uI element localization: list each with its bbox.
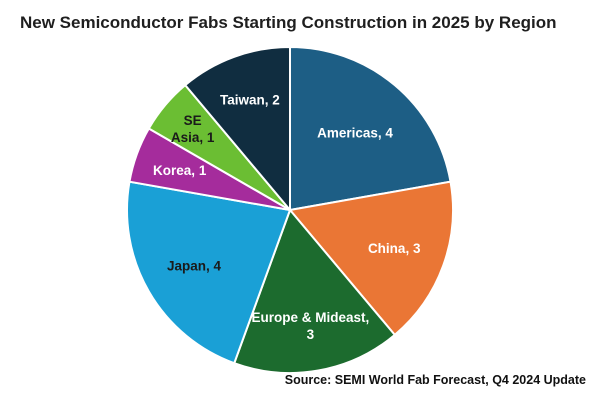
slice-label-americas: Americas, 4 [317, 126, 393, 141]
pie-slice-americas [289, 45, 452, 212]
slice-label-japan: Japan, 4 [167, 258, 222, 273]
slice-label-korea: Korea, 1 [153, 163, 207, 178]
source-note: Source: SEMI World Fab Forecast, Q4 2024… [284, 373, 586, 387]
slice-label-se-asia: SE Asia, 1 [171, 113, 215, 145]
slice-label-taiwan: Taiwan, 2 [220, 93, 280, 108]
pie-labels: Americas, 4 China, 3 Europe & Mideast, 3 Jap… [153, 93, 421, 342]
slice-label-europe-mideast: Europe & Mideast, 3 [252, 310, 370, 342]
pie-slice-europe-mideast [232, 208, 397, 374]
pie-slice-china [288, 180, 454, 337]
pie-slice-japan [126, 180, 292, 365]
pie-slices [126, 45, 454, 374]
slice-label-china: China, 3 [368, 241, 421, 256]
chart-title: New Semiconductor Fabs Starting Construc… [20, 13, 557, 32]
pie-slice-taiwan [183, 45, 291, 213]
